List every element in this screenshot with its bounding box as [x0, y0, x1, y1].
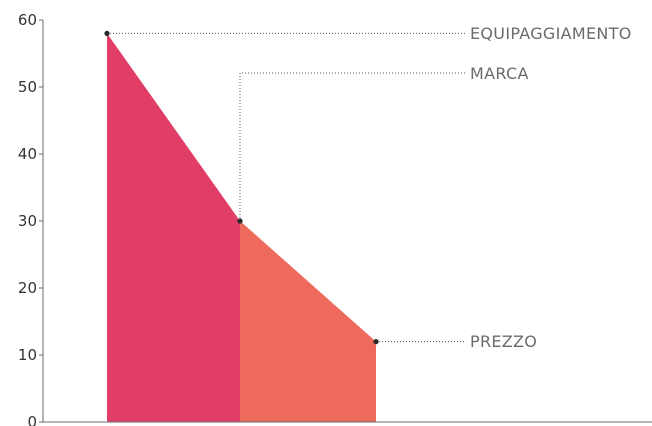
y-tick-labels: 0 10 20 30 40 50 60	[18, 11, 43, 426]
y-tick-label: 50	[18, 78, 37, 96]
callout-label: EQUIPAGGIAMENTO	[470, 24, 632, 43]
leader-line	[239, 72, 465, 221]
y-tick-label: 60	[18, 11, 37, 29]
area-segment	[107, 33, 240, 423]
callouts: EQUIPAGGIAMENTO MARCA PREZZO	[104, 24, 631, 351]
callout-label: MARCA	[470, 64, 529, 83]
callout-label: PREZZO	[470, 332, 537, 351]
area-segment	[240, 221, 376, 422]
data-point	[237, 218, 243, 224]
y-tick-label: 30	[18, 212, 37, 230]
y-tick-label: 10	[18, 346, 37, 364]
data-point	[373, 339, 379, 345]
y-tick-label: 40	[18, 145, 37, 163]
y-tick-label: 20	[18, 279, 37, 297]
area-series	[107, 33, 376, 423]
data-point	[104, 30, 110, 36]
y-tick-label: 0	[27, 413, 37, 426]
